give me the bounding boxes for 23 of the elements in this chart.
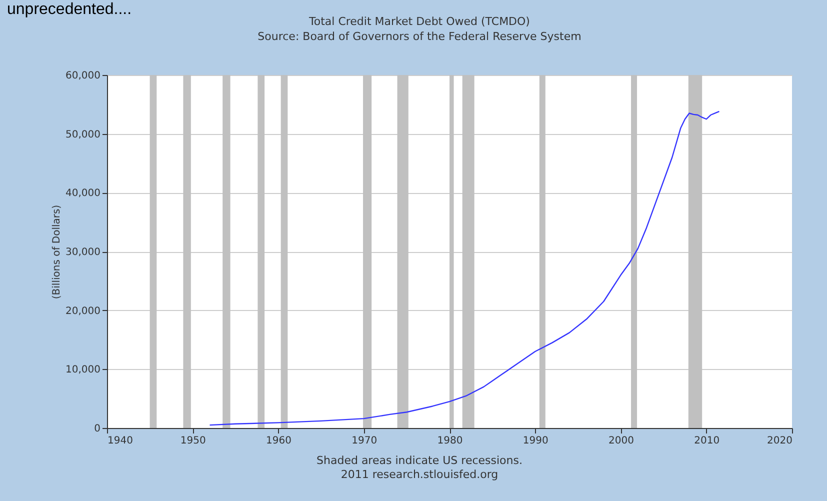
line-series [209, 110, 720, 426]
y-tick-label: 50,000 [66, 129, 100, 140]
x-tick-label: 1960 [266, 436, 292, 446]
x-tick-label: 1990 [522, 436, 548, 446]
chart-title: Total Credit Market Debt Owed (TCMDO) [308, 15, 530, 28]
y-tick-label: 30,000 [66, 247, 100, 258]
y-tick-label: 0 [94, 424, 100, 434]
y-tick-label: 10,000 [66, 364, 100, 376]
x-tick-label: 2000 [608, 436, 634, 446]
text: Shaded areas indicate US recessions. [316, 454, 522, 467]
x-tick-label: 2010 [694, 436, 720, 446]
chart-subtitle: Source: Board of Governors of the Federal Reserve System [258, 30, 582, 43]
x-tick-label: 1970 [352, 436, 378, 446]
x-tick-label: 1940 [108, 436, 133, 446]
y-tick-label: 20,000 [66, 306, 100, 317]
y-tick-label: 60,000 [66, 70, 100, 82]
y-tick-label: 40,000 [66, 188, 100, 200]
text: unprecedented.... [7, 1, 132, 18]
x-tick-label: 1980 [437, 436, 463, 446]
x-tick-label: 2020 [767, 436, 792, 446]
y-axis-title: (Billions of Dollars) [52, 204, 63, 300]
text: 2011 research.stlouisfed.org [340, 468, 498, 481]
x-tick-label: 1950 [180, 436, 206, 446]
